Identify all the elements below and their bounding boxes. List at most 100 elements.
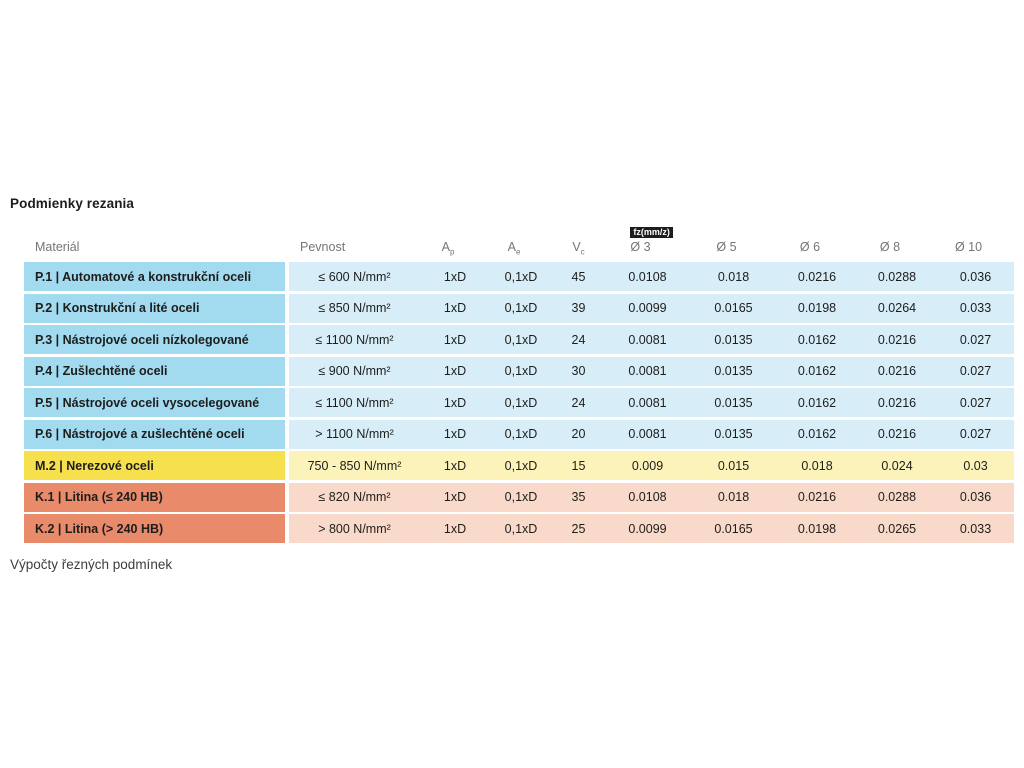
material-cell: P.5 | Nástrojové oceli vysocelegované	[24, 388, 285, 417]
col-header-material: Materiál	[35, 240, 80, 254]
fz-d8-cell: 0.0264	[877, 301, 917, 315]
fz-d3-cell: 0.0081	[628, 332, 667, 347]
fz-d6-cell: 0.0162	[797, 395, 837, 410]
ap-cell: 1xD	[443, 458, 467, 473]
fz-d8-cell: 0.0216	[877, 395, 917, 410]
fz-d10-cell: 0.033	[959, 521, 992, 536]
fz-d10-cell: 0.036	[959, 490, 992, 504]
fz-d5-cell: 0.0135	[714, 395, 753, 410]
row-values-band: ≤ 900 N/mm² 1xD 0,1xD 30 0.0081 0.0135 0.0162 0…	[289, 356, 1014, 386]
pevnost-cell: ≤ 820 N/mm²	[318, 490, 391, 504]
fz-d8-cell: 0.024	[881, 458, 913, 473]
ae-cell: 0,1xD	[504, 364, 538, 378]
fz-d6-cell: 0.0216	[797, 490, 837, 504]
fz-d5-cell: 0.018	[717, 269, 750, 284]
fz-d8-cell: 0.0288	[877, 269, 917, 284]
ae-subscript: e	[515, 247, 521, 257]
fz-d8-cell: 0.0288	[877, 490, 917, 504]
vc-cell: 15	[571, 458, 586, 473]
table-row: P.3 | Nástrojové oceli nízkolegované ≤ 11…	[24, 325, 1014, 354]
row-values-band: > 800 N/mm² 1xD 0,1xD 25 0.0099 0.0165 0.0198 0…	[289, 514, 1014, 543]
col-header-diameter-10: Ø 10	[954, 240, 983, 254]
ae-cell: 0,1xD	[504, 395, 538, 410]
fz-d3-cell: 0.0108	[628, 490, 667, 504]
ae-cell: 0,1xD	[504, 521, 538, 536]
table-row: K.2 | Litina (> 240 HB) > 800 N/mm² 1xD 0,1…	[24, 514, 1014, 543]
fz-d6-cell: 0.0216	[797, 269, 837, 284]
material-cell: P.4 | Zušlechtěné oceli	[24, 356, 285, 386]
fz-d8-cell: 0.0216	[877, 364, 917, 378]
fz-d8-cell: 0.0265	[877, 521, 917, 536]
table-rows: P.1 | Automatové a konstrukční oceli ≤ 60…	[24, 262, 1014, 543]
cutting-conditions-table: Materiál Pevnost Ap Ae Vc fz(mm/z) Ø 3 Ø…	[24, 226, 1014, 546]
col-header-ap: Ap	[413, 240, 483, 257]
vc-cell: 30	[571, 364, 586, 378]
col-header-pevnost: Pevnost	[300, 240, 346, 254]
table-row: P.1 | Automatové a konstrukční oceli ≤ 60…	[24, 262, 1014, 291]
fz-d5-cell: 0.018	[717, 490, 750, 504]
row-values-band: ≤ 1100 N/mm² 1xD 0,1xD 24 0.0081 0.0135 0.0162…	[289, 325, 1014, 354]
fz-d5-cell: 0.0165	[714, 301, 753, 315]
row-values-band: 750 - 850 N/mm² 1xD 0,1xD 15 0.009 0.015 0.018…	[289, 451, 1014, 480]
fz-unit-badge: fz(mm/z)	[630, 227, 673, 238]
col-header-diameter-8: Ø 8	[879, 240, 901, 254]
vc-cell: 45	[571, 269, 586, 284]
table-header-row: Materiál Pevnost Ap Ae Vc fz(mm/z) Ø 3 Ø…	[24, 226, 1014, 257]
vc-subscript: c	[580, 247, 585, 257]
ap-cell: 1xD	[443, 269, 467, 284]
row-values-band: ≤ 1100 N/mm² 1xD 0,1xD 24 0.0081 0.0135 0.0162…	[289, 388, 1014, 417]
fz-d3-cell: 0.0108	[628, 269, 667, 284]
fz-d10-cell: 0.027	[959, 332, 992, 347]
fz-d5-cell: 0.0135	[714, 332, 753, 347]
vc-cell: 24	[571, 332, 586, 347]
fz-d3-cell: 0.0081	[628, 427, 667, 441]
col-header-ae: Ae	[483, 240, 545, 257]
ae-cell: 0,1xD	[504, 427, 538, 441]
table-row: P.6 | Nástrojové a zušlechtěné oceli > 11…	[24, 419, 1014, 449]
ap-cell: 1xD	[443, 490, 467, 504]
row-values-band: ≤ 820 N/mm² 1xD 0,1xD 35 0.0108 0.018 0.0216 0.…	[289, 482, 1014, 512]
pevnost-cell: ≤ 1100 N/mm²	[315, 332, 394, 347]
fz-d10-cell: 0.027	[959, 364, 992, 378]
ae-cell: 0,1xD	[504, 490, 538, 504]
col-header-diameter-5: Ø 5	[716, 240, 737, 254]
ap-cell: 1xD	[443, 395, 467, 410]
fz-d3-cell: 0.0099	[628, 521, 667, 536]
table-row: K.1 | Litina (≤ 240 HB) ≤ 820 N/mm² 1xD 0,1…	[24, 482, 1014, 512]
row-values-band: ≤ 600 N/mm² 1xD 0,1xD 45 0.0108 0.018 0.0216 0.…	[289, 262, 1014, 291]
fz-d6-cell: 0.0198	[797, 301, 837, 315]
fz-d8-cell: 0.0216	[877, 427, 917, 441]
ae-cell: 0,1xD	[504, 458, 538, 473]
ap-cell: 1xD	[443, 364, 467, 378]
fz-d5-cell: 0.015	[717, 458, 750, 473]
fz-d6-cell: 0.0162	[797, 332, 837, 347]
ap-symbol: A	[441, 240, 450, 254]
fz-d6-cell: 0.0162	[797, 427, 837, 441]
ap-cell: 1xD	[443, 301, 467, 315]
row-values-band: ≤ 850 N/mm² 1xD 0,1xD 39 0.0099 0.0165 0.0198 0…	[289, 293, 1014, 323]
fz-d3-cell: 0.0081	[628, 364, 667, 378]
table-row: P.2 | Konstrukční a lité oceli ≤ 850 N/mm…	[24, 293, 1014, 323]
material-cell: M.2 | Nerezové oceli	[24, 451, 285, 480]
vc-cell: 39	[571, 301, 586, 315]
pevnost-cell: ≤ 850 N/mm²	[318, 301, 391, 315]
ae-cell: 0,1xD	[504, 332, 538, 347]
diameter-3-header-wrap: fz(mm/z) Ø 3	[630, 227, 673, 254]
table-row: M.2 | Nerezové oceli 750 - 850 N/mm² 1xD 0,…	[24, 451, 1014, 480]
ap-cell: 1xD	[443, 521, 467, 536]
material-cell: P.3 | Nástrojové oceli nízkolegované	[24, 325, 285, 354]
material-cell: K.2 | Litina (> 240 HB)	[24, 514, 285, 543]
fz-d10-cell: 0.027	[959, 427, 992, 441]
section-subtitle: Výpočty řezných podmínek	[10, 557, 173, 572]
pevnost-cell: 750 - 850 N/mm²	[307, 458, 402, 473]
ap-cell: 1xD	[443, 427, 467, 441]
vc-cell: 24	[571, 395, 586, 410]
fz-d5-cell: 0.0135	[714, 427, 753, 441]
ap-subscript: p	[449, 247, 455, 257]
vc-cell: 35	[571, 490, 586, 504]
material-cell: P.1 | Automatové a konstrukční oceli	[24, 262, 285, 291]
ae-symbol: A	[507, 240, 516, 254]
vc-cell: 20	[571, 427, 586, 441]
fz-d8-cell: 0.0216	[877, 332, 917, 347]
